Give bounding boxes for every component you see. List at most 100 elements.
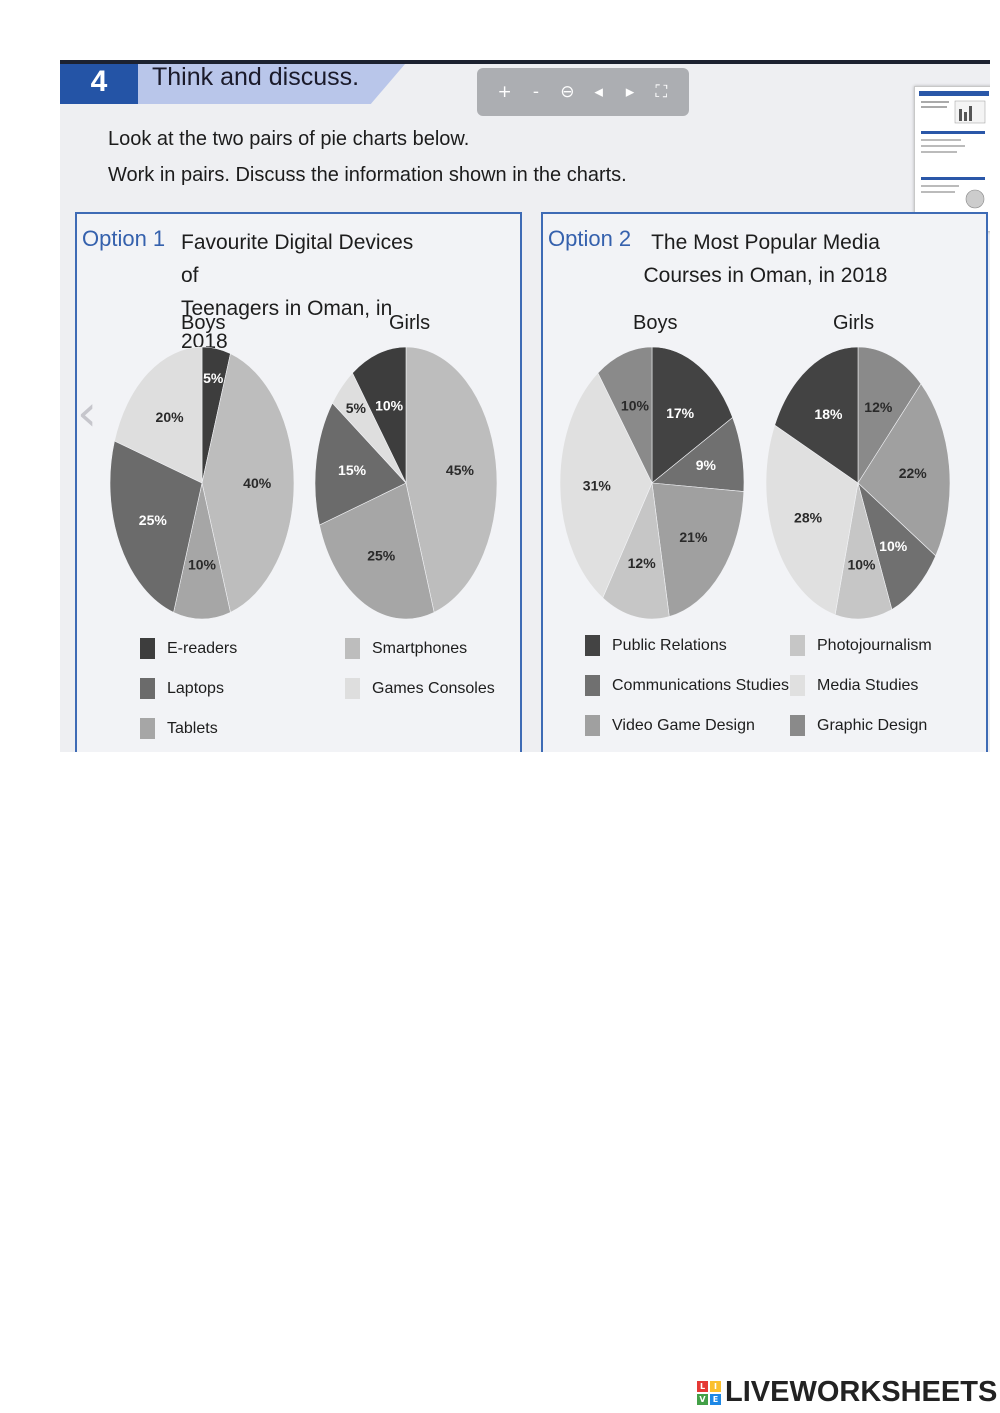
- pie-slice-video-game-design: [651, 482, 745, 617]
- option-2-panel: Option 2 The Most Popular Media Courses …: [541, 212, 988, 752]
- previous-page-button[interactable]: ◂: [594, 82, 603, 102]
- legend-graphic-design: Graphic Design: [790, 715, 927, 736]
- option-1-boys-pie: 5% 40% 10% 25% 20%: [109, 346, 295, 620]
- legend-laptops: Laptops: [140, 678, 224, 699]
- option-1-title: Favourite Digital Devices of Teenagers i…: [181, 226, 421, 358]
- logo-wordmark: LIVEWORKSHEETS: [725, 1376, 998, 1408]
- pie-slice-label-communications-studies: 10%: [879, 538, 908, 554]
- pie-slice-label-communications-studies: 9%: [696, 457, 717, 473]
- pie-slice-label-video-game-design: 21%: [679, 529, 708, 545]
- worksheet-screenshot: 4 Think and discuss. + - ⊖ ◂ ▸ ⛶: [60, 60, 990, 752]
- pie-slice-public-relations: [774, 346, 859, 484]
- pie-slice-label-photojournalism: 12%: [628, 555, 657, 571]
- logo-tile: E: [710, 1393, 721, 1405]
- legend-public-relations-label: Public Relations: [612, 636, 727, 654]
- legend-tablets-label: Tablets: [167, 719, 218, 737]
- exercise-number: 4: [60, 64, 138, 104]
- logo-tile: L: [697, 1380, 708, 1392]
- pie-slice-label-video-game-design: 22%: [899, 465, 928, 481]
- pie-slice-games-consoles: [114, 346, 203, 484]
- legend-e-readers-label: E-readers: [167, 639, 238, 657]
- instruction-line-1: Look at the two pairs of pie charts belo…: [108, 128, 470, 150]
- option-2-girls-label: Girls: [833, 312, 875, 334]
- logo-tile: V: [697, 1393, 708, 1405]
- legend-communications-studies-swatch: [585, 675, 600, 696]
- pie-slice-photojournalism: [834, 482, 893, 620]
- option-1-girls-label: Girls: [389, 312, 431, 334]
- legend-e-readers: E-readers: [140, 638, 237, 659]
- legend-laptops-label: Laptops: [167, 679, 224, 697]
- legend-graphic-design-swatch: [790, 715, 805, 736]
- pie-slice-label-photojournalism: 10%: [847, 556, 876, 572]
- instruction-line-2: Work in pairs. Discuss the information s…: [108, 164, 627, 186]
- legend-media-studies-swatch: [790, 675, 805, 696]
- legend-games-consoles: Games Consoles: [345, 678, 495, 699]
- option-1-girls-pie: 45% 25% 15% 5% 10%: [314, 346, 498, 620]
- legend-photojournalism: Photojournalism: [790, 635, 932, 656]
- pie-slice-label-e-readers: 10%: [375, 397, 404, 413]
- option-1-boys-label: Boys: [181, 312, 226, 334]
- viewer-toolbar: + - ⊖ ◂ ▸ ⛶: [477, 68, 689, 116]
- pie-slice-video-game-design: [857, 383, 951, 557]
- pie-slice-photojournalism: [602, 481, 670, 620]
- legend-games-consoles-label: Games Consoles: [372, 679, 495, 697]
- pie-slice-media-studies: [559, 372, 653, 599]
- pie-slice-label-e-readers: 5%: [203, 370, 224, 386]
- pie-slice-communications-studies: [857, 482, 937, 610]
- previous-page-arrow-icon[interactable]: ‹: [77, 384, 97, 442]
- option-2-boys-label: Boys: [633, 312, 678, 334]
- pie-slice-label-games-consoles: 20%: [156, 409, 185, 425]
- liveworksheets-logo: L I V E LIVEWORKSHEETS: [697, 1376, 997, 1409]
- legend-e-readers-swatch: [140, 638, 155, 659]
- pie-slice-smartphones: [405, 346, 498, 613]
- logo-tile: I: [710, 1380, 721, 1392]
- option-2-girls-pie: 12% 22% 10%10% 28% 18%: [765, 346, 951, 620]
- pie-slice-label-graphic-design: 10%: [621, 397, 650, 413]
- pie-slice-label-tablets: 25%: [367, 548, 396, 564]
- zoom-out-button[interactable]: -: [532, 82, 540, 102]
- option-2-label: Option 2: [548, 226, 632, 251]
- banner-band: [120, 64, 405, 104]
- pie-slice-label-smartphones: 45%: [446, 462, 475, 478]
- pie-slice-label-public-relations: 18%: [814, 406, 843, 422]
- exercise-title: Think and discuss.: [152, 63, 360, 91]
- legend-photojournalism-swatch: [790, 635, 805, 656]
- legend-tablets-swatch: [140, 718, 155, 739]
- pie-slice-label-public-relations: 17%: [666, 405, 695, 421]
- exercise-banner: 4 Think and discuss.: [60, 64, 405, 104]
- legend-communications-studies: Communications Studies: [585, 675, 789, 696]
- pie-slice-label-laptops: 15%: [338, 462, 367, 478]
- legend-communications-studies-label: Communications Studies: [612, 676, 789, 694]
- legend-photojournalism-label: Photojournalism: [817, 636, 932, 654]
- legend-smartphones-swatch: [345, 638, 360, 659]
- legend-games-consoles-swatch: [345, 678, 360, 699]
- legend-public-relations-swatch: [585, 635, 600, 656]
- zoom-reset-icon[interactable]: ⊖: [560, 82, 575, 102]
- option-1-title-line-2: Teenagers in Oman, in 2018: [181, 297, 393, 353]
- legend-video-game-design: Video Game Design: [585, 715, 755, 736]
- next-page-button[interactable]: ▸: [625, 82, 635, 102]
- pie-slice-smartphones: [201, 353, 295, 613]
- thumbnail-preview-icon: [919, 91, 989, 218]
- pie-slice-label-games-consoles: 5%: [346, 400, 367, 416]
- pie-slice-label-media-studies: 31%: [583, 478, 612, 494]
- legend-laptops-swatch: [140, 678, 155, 699]
- fullscreen-button[interactable]: ⛶: [655, 82, 668, 102]
- legend-public-relations: Public Relations: [585, 635, 727, 656]
- pie-slice-label-tablets: 10%: [188, 557, 217, 573]
- pie-slice-tablets: [319, 482, 435, 620]
- option-2-boys-pie: 17% 9% 21% 12% 31% 10%: [559, 346, 745, 620]
- pie-slice-e-readers: [352, 346, 407, 484]
- pie-slice-laptops: [109, 440, 203, 613]
- legend-media-studies-label: Media Studies: [817, 676, 919, 694]
- pie-slice-label-graphic-design: 12%: [864, 399, 893, 415]
- pie-slice-public-relations: [651, 346, 733, 484]
- zoom-in-button[interactable]: +: [497, 82, 512, 102]
- top-border: [60, 60, 990, 64]
- page-thumbnail[interactable]: [914, 86, 990, 232]
- option-1-panel: Option 1 Favourite Digital Devices of Te…: [75, 212, 522, 752]
- logo-tiles-icon: L I V E: [697, 1380, 721, 1405]
- pie-slice-tablets: [173, 482, 231, 620]
- pie-slice-label-smartphones: 40%: [243, 475, 272, 491]
- pie-slice-label-media-studies: 28%: [794, 510, 823, 526]
